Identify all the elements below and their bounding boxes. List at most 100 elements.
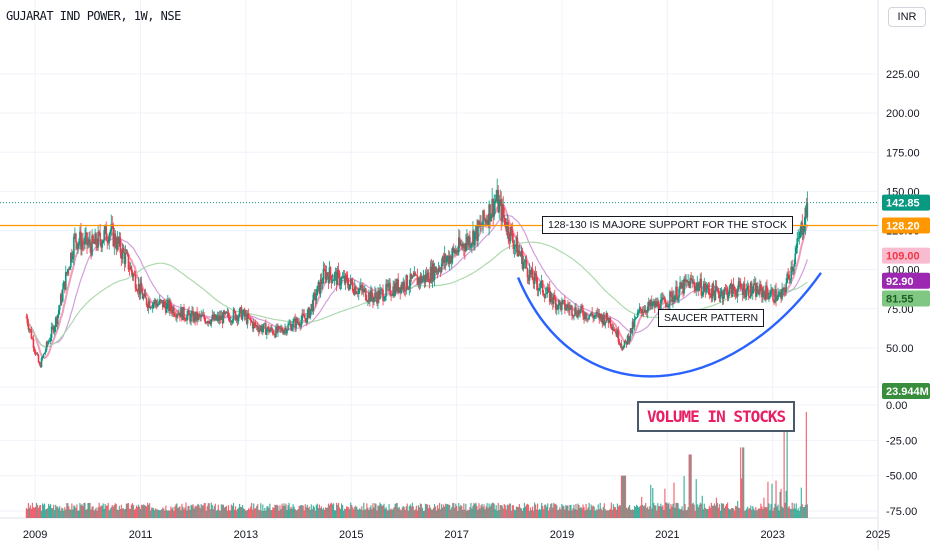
volume-bar (37, 507, 40, 518)
volume-bar (395, 503, 397, 518)
candle-body (422, 275, 425, 279)
volume-bar (100, 505, 102, 518)
volume-bar (635, 506, 637, 518)
candle-body (352, 291, 355, 295)
candle-body (778, 293, 780, 295)
candle-body (729, 283, 732, 287)
volume-bar (761, 506, 763, 518)
volume-bar (296, 510, 298, 518)
volume-bar (368, 510, 370, 518)
candle-body (522, 261, 525, 269)
candle-body (133, 274, 136, 276)
candle-body (240, 307, 243, 320)
volume-bar (626, 508, 629, 518)
candle-body (223, 311, 226, 314)
volume-bar (577, 503, 579, 518)
candle-body (763, 290, 765, 294)
volume-bar (185, 502, 187, 518)
time-axis[interactable]: 2009 2011 2013 2015 2017 2019 2021 2023 2025 (23, 529, 890, 541)
candle-body (241, 313, 244, 320)
candle-body (803, 225, 806, 232)
candle-body (216, 315, 219, 318)
volume-bar (378, 505, 380, 518)
candle-body (440, 263, 443, 272)
candle-body (322, 268, 325, 284)
candle-body (306, 313, 309, 323)
candle-body (381, 289, 383, 291)
candle-body (161, 300, 164, 308)
price-tick-label: 75.00 (886, 304, 914, 316)
candle-body (545, 292, 548, 294)
volume-bar (339, 509, 342, 518)
volume-bar (121, 508, 123, 518)
candle-body (566, 305, 568, 309)
volume-bar (275, 505, 277, 518)
volume-bar (211, 504, 213, 518)
candle-body (786, 273, 788, 284)
volume-bar (326, 507, 329, 518)
currency-button[interactable]: INR (888, 7, 926, 27)
volume-bar (697, 507, 699, 518)
volume-bar (61, 507, 63, 518)
volume-bar (548, 510, 550, 518)
volume-bar (44, 509, 47, 518)
volume-bar (208, 503, 210, 518)
candle-body (203, 314, 206, 319)
candle-body (337, 269, 340, 273)
candle-body (230, 320, 233, 323)
candle-body (62, 281, 65, 289)
candle-body (628, 337, 631, 342)
candle-body (648, 301, 651, 307)
volume-bar (493, 503, 495, 518)
volume-bar (358, 509, 360, 518)
candle-body (144, 293, 147, 299)
candle-body (47, 341, 50, 344)
candle-body (471, 242, 473, 246)
volume-bar (141, 505, 144, 518)
volume-bar (525, 504, 528, 518)
volume-bar (527, 504, 530, 518)
volume-bar (47, 508, 49, 518)
candle-body (802, 231, 805, 235)
volume-bar (26, 509, 29, 518)
candle-body (127, 254, 130, 270)
volume-bar (63, 510, 65, 518)
candle-body (194, 313, 196, 321)
support-note[interactable]: 128-130 IS MAJORE SUPPORT FOR THE STOCK (542, 216, 794, 234)
volume-bar (699, 502, 701, 518)
candle-body (573, 315, 575, 316)
candle-body (233, 310, 236, 312)
volume-bar (73, 505, 75, 518)
volume-bar (674, 507, 676, 518)
candle-body (469, 236, 471, 248)
candle-body (74, 233, 76, 237)
volume-bar (290, 506, 292, 518)
volume-bar (397, 507, 399, 518)
volume-bar (427, 508, 430, 518)
volume-bar (787, 507, 789, 518)
volume-bar (104, 504, 106, 518)
candle-body (395, 282, 397, 291)
volume-note[interactable]: VOLUME IN STOCKS (637, 401, 796, 432)
candle-body (738, 281, 741, 284)
volume-bar (341, 503, 343, 518)
volume-bar (553, 502, 555, 518)
candle-body (746, 285, 749, 289)
candle-body (179, 313, 181, 318)
volume-bar (524, 506, 527, 518)
volume-bar (679, 509, 681, 518)
candle-body (451, 247, 454, 257)
candle-body (667, 305, 669, 307)
candle-body (614, 331, 617, 332)
volume-bar (642, 504, 644, 518)
volume-bar (249, 509, 251, 518)
volume-bar (607, 510, 609, 518)
candle-body (277, 326, 279, 333)
candle-body (407, 288, 410, 290)
volume-bar (567, 505, 569, 518)
candle-body (703, 283, 706, 288)
volume-bar (143, 505, 146, 518)
saucer-note[interactable]: SAUCER PATTERN (658, 309, 765, 327)
volume-bar (568, 510, 570, 518)
